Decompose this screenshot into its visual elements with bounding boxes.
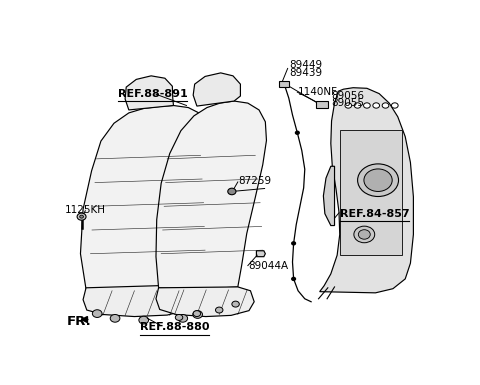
Bar [316,101,328,108]
Text: 89044A: 89044A [248,261,288,271]
Circle shape [364,169,392,191]
Circle shape [345,103,352,108]
Circle shape [77,213,86,220]
Polygon shape [83,285,191,316]
Circle shape [392,103,398,108]
Polygon shape [156,101,266,289]
Text: 1125KH: 1125KH [64,205,106,215]
Text: 89449: 89449 [289,60,322,70]
Circle shape [232,301,240,307]
Circle shape [216,307,223,313]
Text: 89056: 89056 [332,91,365,101]
Circle shape [292,242,296,245]
Text: 87259: 87259 [238,176,271,186]
Circle shape [292,278,296,280]
Polygon shape [256,251,265,257]
Circle shape [175,315,183,320]
Polygon shape [125,76,173,110]
Circle shape [382,103,389,108]
Polygon shape [156,287,254,316]
Bar [340,130,402,255]
Circle shape [228,188,236,195]
Circle shape [193,311,201,316]
Circle shape [80,215,84,218]
Polygon shape [193,73,240,106]
Circle shape [354,226,375,243]
Circle shape [110,315,120,322]
Circle shape [296,131,299,134]
Polygon shape [81,105,212,289]
Circle shape [92,310,102,318]
Text: REF.84-857: REF.84-857 [340,209,409,219]
Circle shape [359,230,370,239]
Circle shape [358,164,398,196]
Text: 89055: 89055 [332,97,365,107]
Text: REF.88-891: REF.88-891 [118,89,187,99]
Text: REF.88-880: REF.88-880 [140,322,209,332]
Circle shape [363,103,370,108]
Polygon shape [324,166,335,226]
Text: FR.: FR. [67,315,92,328]
Circle shape [178,315,188,322]
Text: 1140NF: 1140NF [298,87,338,97]
Polygon shape [320,88,413,293]
Circle shape [193,311,203,318]
Circle shape [373,103,380,108]
Text: 89439: 89439 [289,69,322,79]
Circle shape [354,103,361,108]
Circle shape [139,316,148,324]
Bar [279,81,289,87]
